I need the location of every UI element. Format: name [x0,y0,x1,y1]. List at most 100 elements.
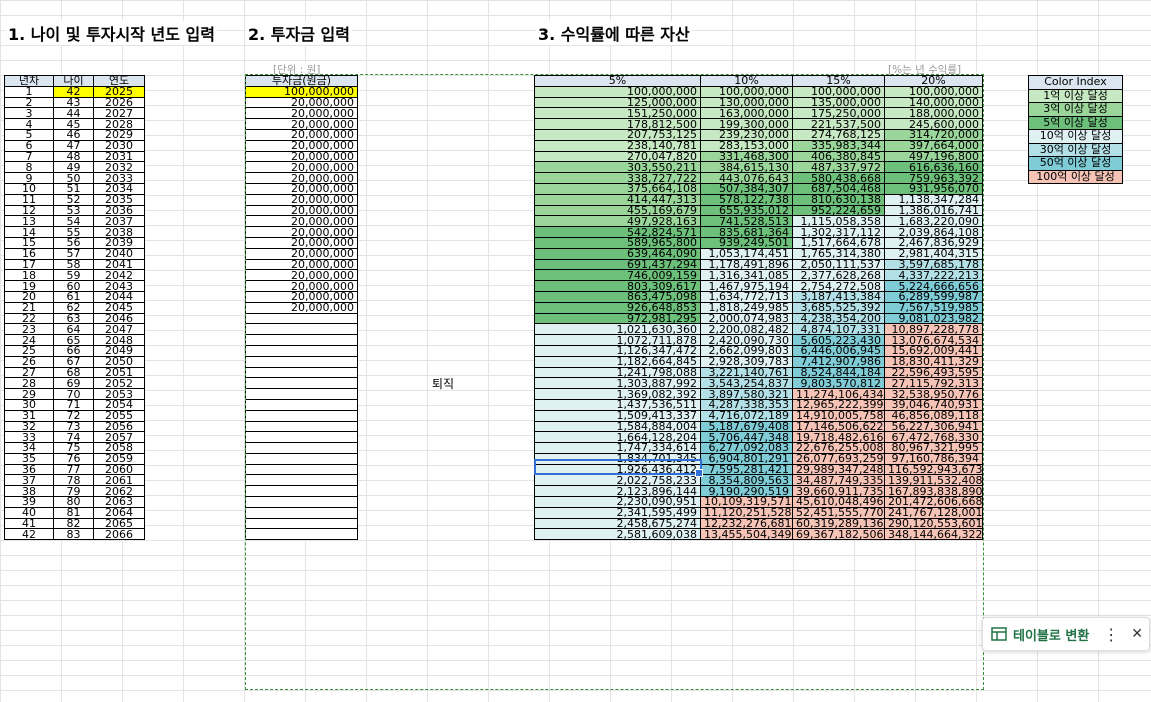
cell-age[interactable]: 45 [53,118,94,130]
cell-investment[interactable] [245,388,358,400]
cell-investment[interactable] [245,517,358,530]
cell-asset-15[interactable]: 34,487,749,335 [792,474,885,487]
cell-age[interactable]: 56 [53,236,94,249]
cell-asset-10[interactable]: 5,706,447,348 [700,431,793,444]
fill-handle[interactable] [695,469,703,477]
cell-year[interactable]: 2059 [93,452,145,465]
cell-year[interactable]: 2061 [93,474,145,487]
cell-years[interactable]: 31 [4,409,54,422]
cell-asset-20[interactable]: 67,472,768,330 [884,431,983,444]
header-rate-10[interactable]: 10% [700,75,793,87]
cell-asset-10[interactable]: 1,053,174,451 [700,247,793,260]
cell-age[interactable]: 75 [53,442,94,454]
cell-investment[interactable]: 20,000,000 [245,172,358,184]
cell-year[interactable]: 2054 [93,398,145,411]
cell-investment[interactable]: 20,000,000 [245,247,358,260]
cell-years[interactable]: 34 [4,442,54,454]
cell-years[interactable]: 13 [4,215,54,228]
cell-asset-20[interactable]: 9,081,023,982 [884,312,983,325]
cell-age[interactable]: 46 [53,128,94,141]
cell-asset-20[interactable]: 201,472,606,668 [884,496,983,508]
cell-asset-20[interactable]: 4,337,222,213 [884,269,983,282]
cell-year[interactable]: 2035 [93,193,145,206]
cell-investment[interactable]: 20,000,000 [245,118,358,130]
cell-asset-20[interactable]: 2,039,864,108 [884,226,983,238]
cell-age[interactable]: 77 [53,463,94,476]
cell-asset-20[interactable]: 290,120,553,601 [884,517,983,530]
cell-asset-5[interactable]: 338,727,722 [534,172,701,184]
cell-asset-15[interactable]: 19,718,482,616 [792,431,885,444]
cell-investment[interactable] [245,420,358,433]
cell-asset-20[interactable]: 116,592,943,673 [884,463,983,476]
cell-years[interactable]: 35 [4,452,54,465]
cell-years[interactable]: 15 [4,236,54,249]
close-icon[interactable]: ✕ [1131,626,1144,642]
cell-age[interactable]: 71 [53,398,94,411]
cell-investment[interactable]: 20,000,000 [245,161,358,174]
cell-investment[interactable] [245,496,358,508]
cell-asset-10[interactable]: 578,122,738 [700,193,793,206]
cell-asset-20[interactable]: 56,227,306,941 [884,420,983,433]
cell-age[interactable]: 76 [53,452,94,465]
cell-asset-5[interactable]: 238,140,781 [534,139,701,152]
cell-investment[interactable]: 20,000,000 [245,107,358,120]
cell-investment[interactable] [245,452,358,465]
cell-asset-10[interactable]: 130,000,000 [700,96,793,109]
cell-asset-10[interactable]: 239,230,000 [700,128,793,141]
cell-years[interactable]: 20 [4,290,54,303]
cell-asset-20[interactable]: 167,893,838,890 [884,485,983,498]
cell-asset-20[interactable]: 2,467,836,929 [884,236,983,249]
cell-asset-10[interactable]: 4,716,072,189 [700,409,793,422]
cell-asset-5[interactable]: 414,447,313 [534,193,701,206]
cell-asset-10[interactable]: 6,277,092,083 [700,442,793,454]
cell-years[interactable]: 37 [4,474,54,487]
cell-years[interactable]: 10 [4,182,54,195]
cell-year[interactable]: 2032 [93,161,145,174]
cell-asset-20[interactable]: 15,692,009,441 [884,344,983,357]
cell-asset-20[interactable]: 13,076,674,534 [884,334,983,346]
cell-age[interactable]: 61 [53,290,94,303]
cell-asset-5[interactable]: 691,437,294 [534,258,701,271]
cell-asset-15[interactable]: 45,610,048,496 [792,496,885,508]
cell-years[interactable]: 2 [4,96,54,109]
cell-years[interactable]: 41 [4,517,54,530]
cell-asset-15[interactable]: 3,685,525,392 [792,301,885,314]
header-year[interactable]: 연도 [93,75,145,87]
cell-asset-15[interactable]: 100,000,000 [792,85,885,98]
cell-investment[interactable] [245,442,358,454]
cell-asset-5[interactable]: 926,648,853 [534,301,701,314]
cell-investment[interactable]: 20,000,000 [245,258,358,271]
cell-years[interactable]: 9 [4,172,54,184]
cell-year[interactable]: 2025 [93,85,145,98]
cell-asset-15[interactable]: 8,524,844,184 [792,366,885,379]
cell-asset-5[interactable]: 1,664,128,204 [534,431,701,444]
cell-asset-10[interactable]: 13,455,504,349 [700,528,793,541]
cell-asset-10[interactable]: 2,420,090,730 [700,334,793,346]
cell-asset-5[interactable]: 1,126,347,472 [534,344,701,357]
cell-asset-15[interactable]: 221,537,500 [792,118,885,130]
cell-asset-10[interactable]: 655,935,012 [700,204,793,217]
cell-asset-5[interactable]: 1,369,082,392 [534,388,701,400]
cell-asset-5[interactable]: 746,009,159 [534,269,701,282]
cell-asset-15[interactable]: 274,768,125 [792,128,885,141]
cell-investment[interactable]: 20,000,000 [245,204,358,217]
cell-asset-10[interactable]: 8,354,809,563 [700,474,793,487]
cell-age[interactable]: 82 [53,517,94,530]
cell-year[interactable]: 2040 [93,247,145,260]
cell-asset-10[interactable]: 2,662,099,803 [700,344,793,357]
cell-asset-5[interactable]: 589,965,800 [534,236,701,249]
cell-asset-5[interactable]: 207,753,125 [534,128,701,141]
cell-asset-20[interactable]: 931,956,070 [884,182,983,195]
cell-year[interactable]: 2056 [93,420,145,433]
cell-asset-20[interactable]: 7,567,519,985 [884,301,983,314]
cell-asset-20[interactable]: 759,963,392 [884,172,983,184]
cell-asset-10[interactable]: 443,076,643 [700,172,793,184]
cell-year[interactable]: 2057 [93,431,145,444]
cell-asset-20[interactable]: 5,224,666,656 [884,280,983,292]
cell-asset-10[interactable]: 2,200,082,482 [700,323,793,336]
cell-age[interactable]: 50 [53,172,94,184]
cell-investment[interactable] [245,355,358,368]
cell-years[interactable]: 3 [4,107,54,120]
cell-asset-15[interactable]: 60,319,289,136 [792,517,885,530]
cell-age[interactable]: 54 [53,215,94,228]
